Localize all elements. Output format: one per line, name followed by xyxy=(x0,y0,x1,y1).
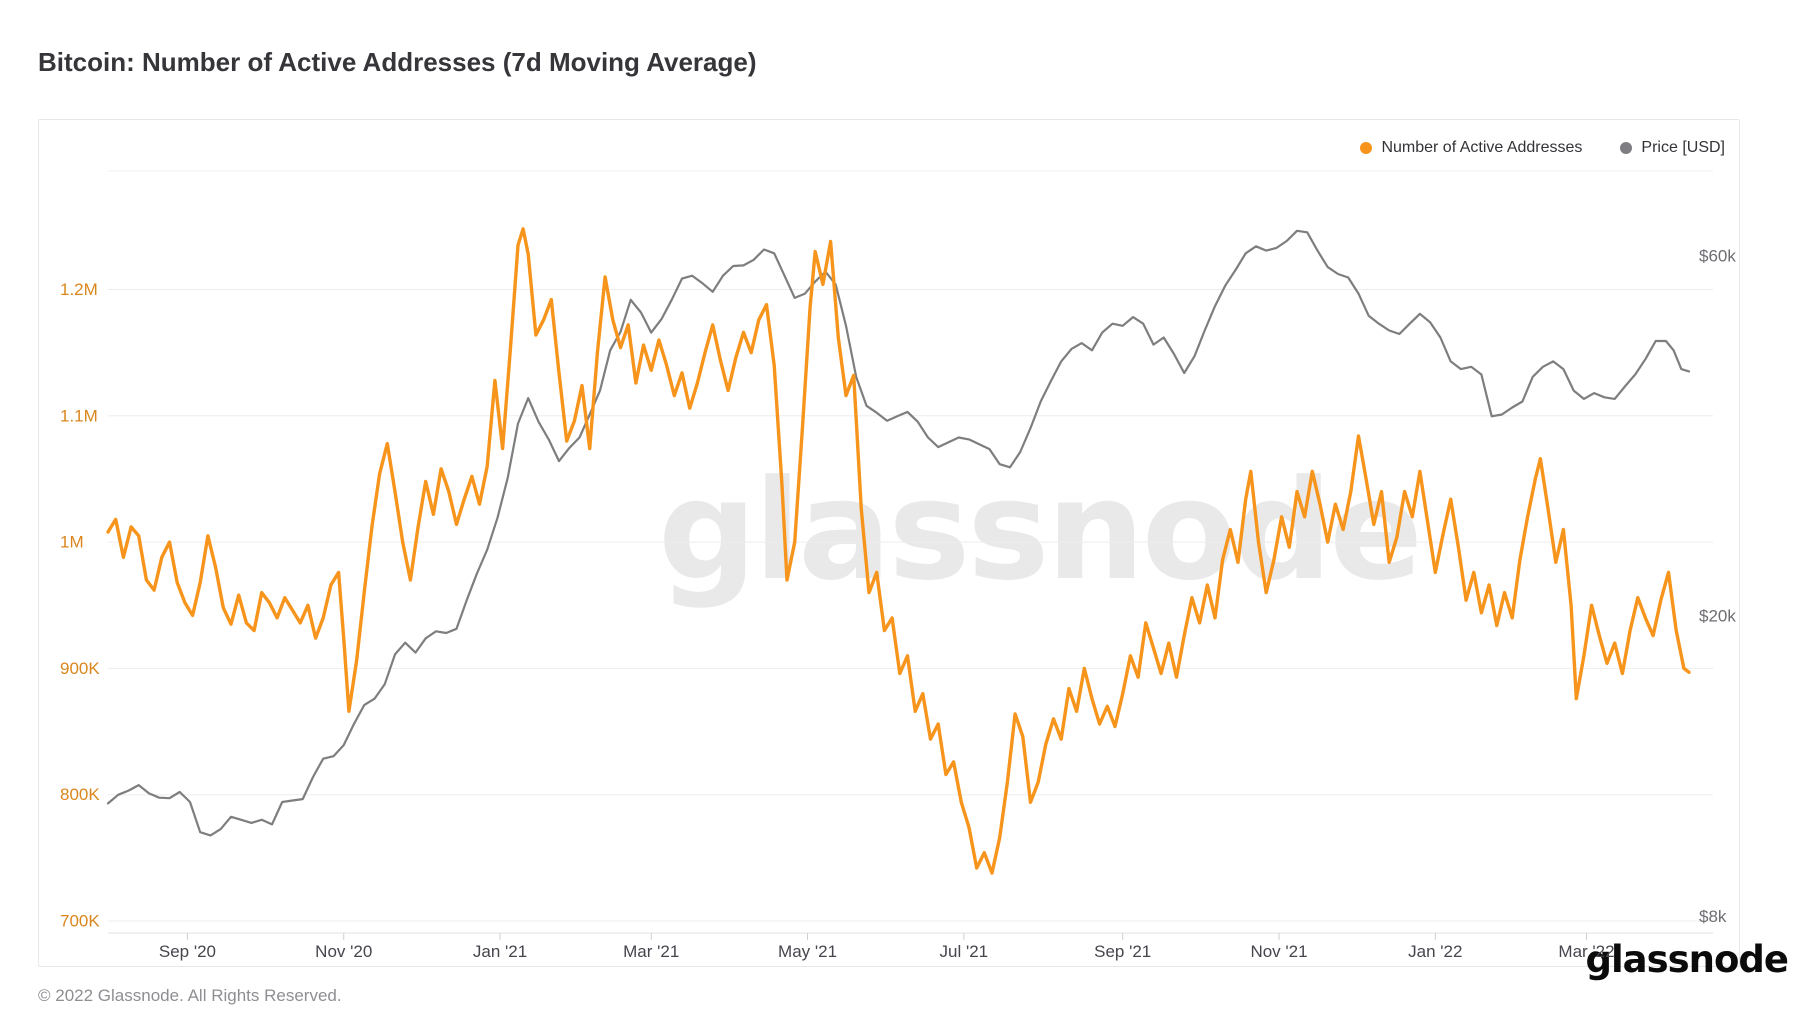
x-axis-label: Nov '21 xyxy=(1250,942,1307,961)
x-axis-label: Sep '21 xyxy=(1094,942,1151,961)
x-axis-label: Nov '20 xyxy=(315,942,372,961)
chart-legend: Number of Active Addresses Price [USD] xyxy=(1360,139,1725,157)
legend-item-active-addresses[interactable]: Number of Active Addresses xyxy=(1360,139,1582,157)
chart-plot[interactable]: 1.2M 1.1M 1M 900K 800K 700K $60k $20k $8k Sep '20… xyxy=(39,120,1739,966)
legend-label: Price [USD] xyxy=(1641,139,1725,156)
price-usd-line xyxy=(106,229,1691,837)
x-axis-label: May '21 xyxy=(778,942,837,961)
y-axis-left-label: 1.2M xyxy=(60,280,98,299)
active-addresses-line xyxy=(106,227,1691,875)
glassnode-logo: glassnode xyxy=(1585,938,1789,981)
page-title: Bitcoin: Number of Active Addresses (7d … xyxy=(38,47,757,77)
y-axis-right-label: $8k xyxy=(1699,907,1727,926)
x-axis-label: Jan '22 xyxy=(1408,942,1462,961)
legend-dot-orange-icon xyxy=(1360,142,1373,154)
y-axis-left-label: 1M xyxy=(60,533,84,552)
x-axis-label: Jan '21 xyxy=(473,942,527,961)
x-axis-label: Mar '21 xyxy=(623,942,679,961)
x-axis-label: Jul '21 xyxy=(940,942,989,961)
y-axis-left-label: 700K xyxy=(60,912,100,931)
x-axis-label: Mar '22 xyxy=(1558,942,1614,961)
legend-dot-gray-icon xyxy=(1620,142,1633,154)
footer-copyright: © 2022 Glassnode. All Rights Reserved. xyxy=(38,986,342,1005)
y-axis-right-label: $60k xyxy=(1699,247,1736,266)
chart-card: glassnode Number of Active Addresses Pri… xyxy=(38,119,1740,967)
y-axis-left-label: 1.1M xyxy=(60,406,98,425)
y-axis-left-label: 900K xyxy=(60,659,100,678)
x-axis-label: Sep '20 xyxy=(159,942,216,961)
y-axis-right-label: $20k xyxy=(1699,607,1736,626)
y-axis-left-label: 800K xyxy=(60,785,100,804)
legend-item-price-usd[interactable]: Price [USD] xyxy=(1620,139,1725,157)
legend-label: Number of Active Addresses xyxy=(1381,139,1583,156)
